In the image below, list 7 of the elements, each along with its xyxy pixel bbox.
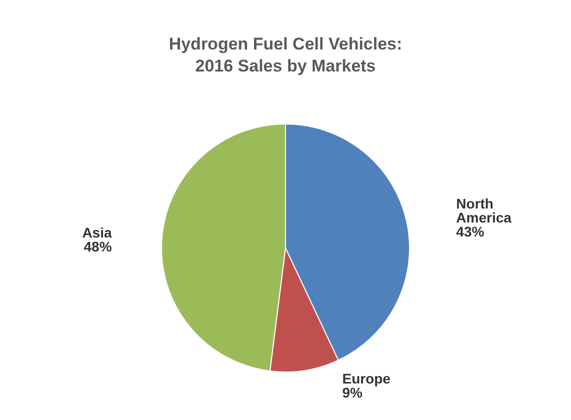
slice-label: Asia — [82, 224, 112, 240]
chart-title: Hydrogen Fuel Cell Vehicles: 2016 Sales by Markets — [168, 34, 402, 76]
slice-label: North America — [456, 196, 512, 226]
data-label: 43% — [456, 224, 485, 240]
data-label: 48% — [84, 238, 112, 254]
data-label: 9% — [342, 384, 364, 400]
slice-label: Europe — [342, 370, 391, 386]
